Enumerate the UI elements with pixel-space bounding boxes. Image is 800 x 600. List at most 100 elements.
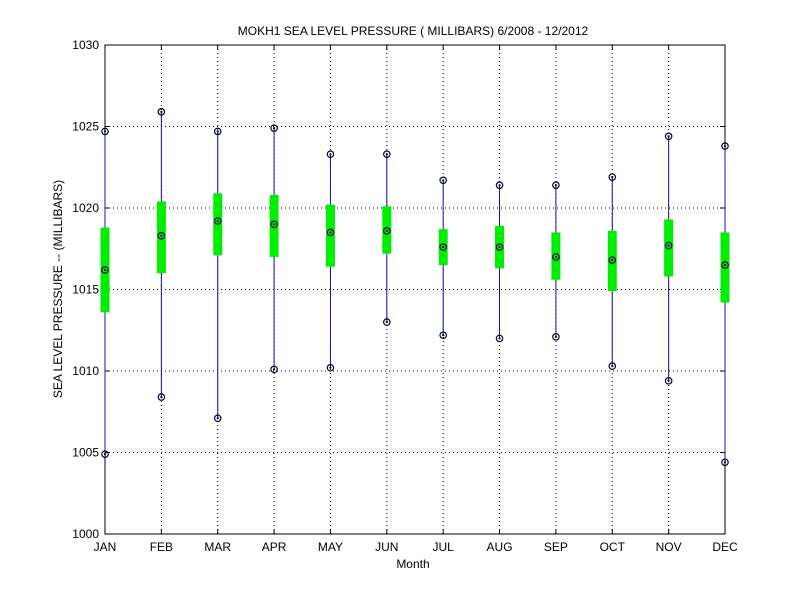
min-marker <box>495 334 504 343</box>
axes-layer: 1000 1005 1010 1015 1020 1025 1030 JAN FEB MAR APR… <box>72 38 738 554</box>
median-marker-dot <box>103 268 107 272</box>
x-tick-label: SEP <box>544 540 568 554</box>
median-marker <box>101 266 109 274</box>
median-marker-dot <box>611 259 614 262</box>
y-tick-label: 1025 <box>72 120 99 134</box>
min-marker-dot <box>498 337 501 340</box>
y-axis-label: SEA LEVEL PRESSURE -- (MILLIBARS) <box>51 180 65 398</box>
y-tick-label: 1015 <box>72 283 99 297</box>
min-marker <box>664 376 673 385</box>
median-marker-dot <box>442 246 445 249</box>
max-marker <box>326 150 335 159</box>
iqr-box <box>156 201 166 274</box>
median-marker-dot <box>160 234 163 237</box>
iqr-box <box>720 232 730 303</box>
max-marker-dot <box>329 153 332 156</box>
min-marker-dot <box>554 335 558 338</box>
median-marker-dot <box>385 229 388 232</box>
max-marker-dot <box>667 135 670 138</box>
max-marker-dot <box>442 179 445 182</box>
iqr-box <box>664 219 674 277</box>
median-marker <box>383 227 391 235</box>
max-marker <box>101 127 109 136</box>
median-marker-dot <box>498 246 501 249</box>
x-tick-label: NOV <box>656 540 682 554</box>
median-marker <box>721 261 729 269</box>
y-tick-label: 1020 <box>72 201 99 215</box>
y-tick-label: 1010 <box>72 364 99 378</box>
min-marker <box>383 318 391 326</box>
max-marker <box>664 132 673 141</box>
data-layer <box>100 108 730 467</box>
max-marker-dot <box>272 127 276 130</box>
x-tick-label: FEB <box>150 540 173 554</box>
chart-title: MOKH1 SEA LEVEL PRESSURE ( MILLIBARS) 6/… <box>238 24 589 38</box>
median-marker <box>664 241 673 250</box>
median-marker <box>608 256 617 264</box>
y-tick-label: 1000 <box>72 527 99 541</box>
min-marker-dot <box>385 321 388 324</box>
min-marker <box>608 362 617 370</box>
median-marker <box>495 243 504 251</box>
min-marker <box>270 365 278 374</box>
median-marker-dot <box>216 219 219 223</box>
median-marker-dot <box>554 255 558 258</box>
max-marker <box>721 142 729 150</box>
median-marker <box>326 228 335 237</box>
max-marker-dot <box>498 184 501 187</box>
x-tick-label: JAN <box>94 540 117 554</box>
median-marker <box>270 220 278 229</box>
max-marker-dot <box>160 110 163 113</box>
x-tick-label: JUL <box>433 540 455 554</box>
median-marker-dot <box>667 244 670 247</box>
x-tick-label: MAR <box>204 540 231 554</box>
x-tick-label: DEC <box>712 540 738 554</box>
max-marker <box>439 176 447 185</box>
median-marker <box>439 243 447 251</box>
x-tick-label: MAY <box>318 540 343 554</box>
max-marker-dot <box>611 175 614 179</box>
y-tick-label: 1005 <box>72 446 99 460</box>
max-marker <box>213 127 222 136</box>
min-marker <box>721 458 729 467</box>
min-marker-dot <box>723 461 727 464</box>
max-marker-dot <box>103 130 107 133</box>
x-tick-label: AUG <box>487 540 513 554</box>
grid-layer <box>105 45 725 534</box>
max-marker <box>383 150 391 159</box>
min-marker <box>101 450 109 458</box>
iqr-box <box>269 194 279 257</box>
max-marker <box>608 173 617 181</box>
median-marker-dot <box>329 231 332 234</box>
y-tick-label: 1030 <box>72 38 99 52</box>
x-tick-label: OCT <box>600 540 626 554</box>
max-marker <box>552 181 560 189</box>
min-marker-dot <box>160 395 163 399</box>
max-marker-dot <box>723 144 727 148</box>
min-marker-dot <box>442 334 445 337</box>
median-marker <box>157 231 166 240</box>
min-marker <box>213 414 222 423</box>
min-marker-dot <box>329 366 332 369</box>
min-marker-dot <box>216 417 219 420</box>
min-marker-dot <box>667 379 670 382</box>
max-marker-dot <box>554 184 558 187</box>
min-marker <box>439 331 447 339</box>
median-marker-dot <box>272 223 276 226</box>
min-marker-dot <box>272 368 276 371</box>
max-marker-dot <box>385 153 388 156</box>
x-tick-label: JUN <box>375 540 398 554</box>
max-marker <box>270 124 278 132</box>
median-marker <box>552 253 560 261</box>
min-marker-dot <box>611 365 614 368</box>
min-marker <box>552 332 560 341</box>
max-marker-dot <box>216 130 219 133</box>
max-marker <box>495 181 504 189</box>
median-marker-dot <box>723 263 727 267</box>
min-marker <box>157 393 166 401</box>
x-tick-label: APR <box>262 540 287 554</box>
min-marker <box>326 363 335 372</box>
max-marker <box>157 108 166 116</box>
min-marker-dot <box>103 453 107 456</box>
